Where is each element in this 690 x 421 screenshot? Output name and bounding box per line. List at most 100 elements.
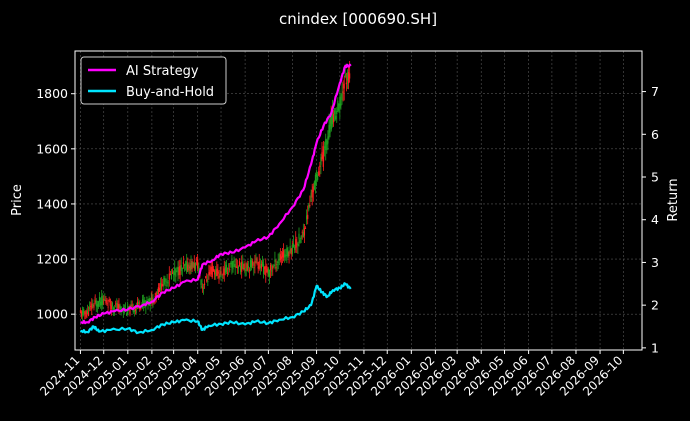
candle-body bbox=[242, 261, 244, 269]
candle-body bbox=[279, 254, 281, 261]
y-tick-label: 1400 bbox=[36, 196, 68, 211]
candle-body bbox=[208, 272, 210, 276]
candle-body bbox=[277, 261, 279, 263]
candle-body bbox=[230, 262, 232, 265]
candle-body bbox=[343, 83, 345, 89]
candle-body bbox=[287, 251, 289, 258]
y2-tick-label: 1 bbox=[651, 340, 659, 355]
candle-body bbox=[256, 258, 258, 264]
candle-body bbox=[329, 119, 331, 133]
candle-body bbox=[120, 306, 122, 311]
candle-body bbox=[290, 248, 292, 255]
candle-body bbox=[320, 157, 322, 165]
candle-body bbox=[344, 73, 346, 77]
candle-body bbox=[260, 263, 263, 269]
candle-body bbox=[138, 302, 140, 305]
candle-body bbox=[312, 186, 314, 193]
candle-body bbox=[266, 269, 268, 273]
candle-body bbox=[221, 276, 223, 278]
candle-body bbox=[258, 261, 260, 269]
candle-body bbox=[307, 214, 309, 219]
candle-body bbox=[319, 165, 321, 167]
candle-body bbox=[166, 281, 168, 283]
candle-body bbox=[342, 91, 344, 94]
candle-body bbox=[194, 262, 196, 270]
candle-body bbox=[134, 308, 137, 311]
candle-body bbox=[273, 265, 275, 267]
candle-body bbox=[161, 284, 163, 291]
candle-body bbox=[203, 283, 206, 286]
candle-body bbox=[306, 215, 308, 220]
candle-body bbox=[175, 270, 177, 277]
legend-label-strategy: AI Strategy bbox=[126, 64, 199, 79]
candle-body bbox=[157, 287, 160, 295]
candle-body bbox=[108, 299, 110, 301]
candle-body bbox=[112, 307, 115, 310]
candle-body bbox=[103, 298, 105, 300]
candle-body bbox=[223, 268, 225, 276]
y-tick-label: 1800 bbox=[36, 86, 68, 101]
candle-body bbox=[80, 311, 83, 317]
y-tick-label: 1600 bbox=[36, 141, 68, 156]
y-tick-label: 1000 bbox=[36, 307, 68, 322]
candle-body bbox=[195, 260, 198, 262]
candle-body bbox=[107, 306, 109, 308]
candle-body bbox=[198, 266, 200, 276]
candle-body bbox=[311, 190, 313, 198]
candle-body bbox=[249, 259, 252, 268]
candle-body bbox=[220, 271, 222, 275]
legend: AI Strategy Buy-and-Hold bbox=[80, 56, 227, 105]
y2-axis-label: Return bbox=[666, 178, 681, 221]
candle-body bbox=[170, 273, 173, 280]
candle-body bbox=[239, 265, 242, 272]
candle-body bbox=[87, 312, 90, 316]
candle-body bbox=[314, 174, 317, 185]
candle-body bbox=[86, 310, 89, 315]
candle-body bbox=[330, 113, 332, 130]
candle-body bbox=[168, 273, 170, 280]
y-axis-label: Price bbox=[10, 184, 25, 216]
candle-body bbox=[192, 262, 194, 268]
candle-body bbox=[186, 261, 188, 273]
candle-body bbox=[234, 264, 236, 268]
candle-body bbox=[244, 268, 246, 271]
candle-body bbox=[191, 261, 193, 270]
candle-body bbox=[327, 136, 329, 144]
candle-body bbox=[337, 100, 339, 111]
candle-body bbox=[155, 292, 157, 297]
candle-body bbox=[317, 175, 319, 180]
candle-body bbox=[283, 250, 285, 258]
candle-body bbox=[253, 267, 255, 269]
candle-body bbox=[214, 270, 216, 275]
candle-body bbox=[165, 285, 167, 287]
candle-body bbox=[205, 276, 207, 278]
candle-body bbox=[216, 268, 218, 276]
candle-body bbox=[302, 232, 304, 238]
candle-body bbox=[295, 239, 297, 248]
candle-body bbox=[268, 269, 271, 277]
candle-body bbox=[197, 263, 199, 265]
candle-body bbox=[82, 310, 84, 316]
candle-body bbox=[148, 298, 150, 305]
candle-body bbox=[129, 305, 131, 315]
candle-body bbox=[291, 245, 294, 254]
candle-body bbox=[229, 269, 231, 271]
y2-tick-label: 2 bbox=[651, 298, 659, 313]
candle-body bbox=[333, 110, 336, 115]
plot-frame bbox=[74, 50, 643, 351]
candle-body bbox=[211, 266, 214, 271]
candle-body bbox=[159, 282, 162, 290]
candle-body bbox=[163, 277, 165, 285]
candle-body bbox=[127, 310, 129, 312]
series-line-buyhold bbox=[80, 282, 352, 335]
candle-body bbox=[215, 269, 217, 277]
candle-body bbox=[133, 309, 135, 312]
candle-body bbox=[286, 247, 288, 256]
candle-body bbox=[226, 272, 229, 274]
candle-body bbox=[180, 264, 182, 272]
candle-body bbox=[269, 265, 272, 271]
candle-body bbox=[89, 307, 91, 309]
candle-body bbox=[178, 267, 180, 276]
candle-body bbox=[284, 254, 286, 258]
